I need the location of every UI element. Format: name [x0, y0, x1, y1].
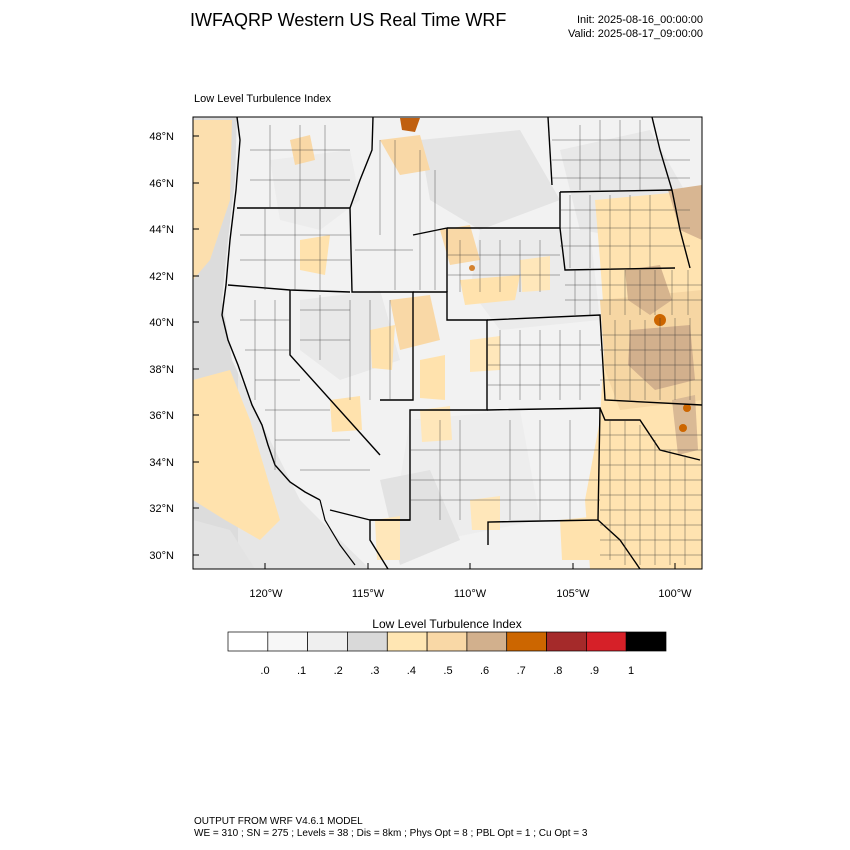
- colorbar-label: .8: [553, 665, 562, 677]
- colorbar: [227, 631, 667, 652]
- lat-label: 38°N: [149, 364, 174, 376]
- colorbar-box: [426, 631, 468, 652]
- lat-label: 34°N: [149, 457, 174, 469]
- lat-label: 30°N: [149, 550, 174, 562]
- colorbar-box: [506, 631, 547, 652]
- colorbar-label: .7: [517, 665, 526, 677]
- colorbar-label: .3: [370, 665, 379, 677]
- field-layer: [193, 117, 702, 569]
- colorbar-label: .0: [260, 665, 269, 677]
- longitude-labels: 120°W 115°W 110°W 105°W 100°W: [249, 588, 692, 600]
- model-info-footer: OUTPUT FROM WRF V4.6.1 MODEL WE = 310 ; …: [194, 816, 587, 840]
- lat-label: 32°N: [149, 503, 174, 515]
- footer-line-1: OUTPUT FROM WRF V4.6.1 MODEL: [194, 816, 363, 827]
- boundaries-layer: [221, 117, 702, 569]
- lat-label: 48°N: [149, 131, 174, 143]
- footer-line-2: WE = 310 ; SN = 275 ; Levels = 38 ; Dis …: [194, 828, 588, 839]
- colorbar-box: [625, 631, 667, 652]
- lon-label: 120°W: [249, 588, 283, 600]
- colorbar-box: [386, 631, 428, 652]
- lat-label: 36°N: [149, 410, 174, 422]
- colorbar-label: .5: [443, 665, 452, 677]
- run-time-info: Init: 2025-08-16_00:00:00 Valid: 2025-08…: [568, 13, 703, 41]
- latitude-labels: 48°N 46°N 44°N 42°N 40°N 38°N 36°N 34°N …: [149, 131, 174, 562]
- colorbar-box: [586, 631, 627, 652]
- map-subtitle: Low Level Turbulence Index: [194, 93, 331, 105]
- lon-label: 115°W: [352, 588, 385, 600]
- colorbar-box: [227, 631, 269, 652]
- colorbar-box: [546, 631, 587, 652]
- colorbar-label: .1: [297, 665, 306, 677]
- colorbar-box: [267, 631, 308, 652]
- lat-label: 46°N: [149, 178, 174, 190]
- colorbar-box: [466, 631, 508, 652]
- valid-time: Valid: 2025-08-17_09:00:00: [568, 28, 703, 40]
- map-frame: [192, 116, 703, 570]
- colorbar-labels: .0 .1 .2 .3 .4 .5 .6 .7 .8 .9 1: [260, 665, 634, 677]
- lon-label: 100°W: [658, 588, 692, 600]
- init-time: Init: 2025-08-16_00:00:00: [577, 14, 703, 26]
- lat-label: 40°N: [149, 317, 174, 329]
- lat-label: 42°N: [149, 271, 174, 283]
- lon-label: 105°W: [556, 588, 590, 600]
- lon-label: 110°W: [454, 588, 487, 600]
- colorbar-title: Low Level Turbulence Index: [372, 617, 522, 631]
- colorbar-box: [347, 631, 388, 652]
- colorbar-box: [307, 631, 348, 652]
- lat-label: 44°N: [149, 224, 174, 236]
- colorbar-label: .6: [480, 665, 489, 677]
- colorbar-label: .2: [334, 665, 343, 677]
- colorbar-label: .9: [590, 665, 599, 677]
- plot-title: IWFAQRP Western US Real Time WRF: [190, 10, 507, 30]
- colorbar-label: 1: [628, 665, 634, 677]
- colorbar-label: .4: [407, 665, 416, 677]
